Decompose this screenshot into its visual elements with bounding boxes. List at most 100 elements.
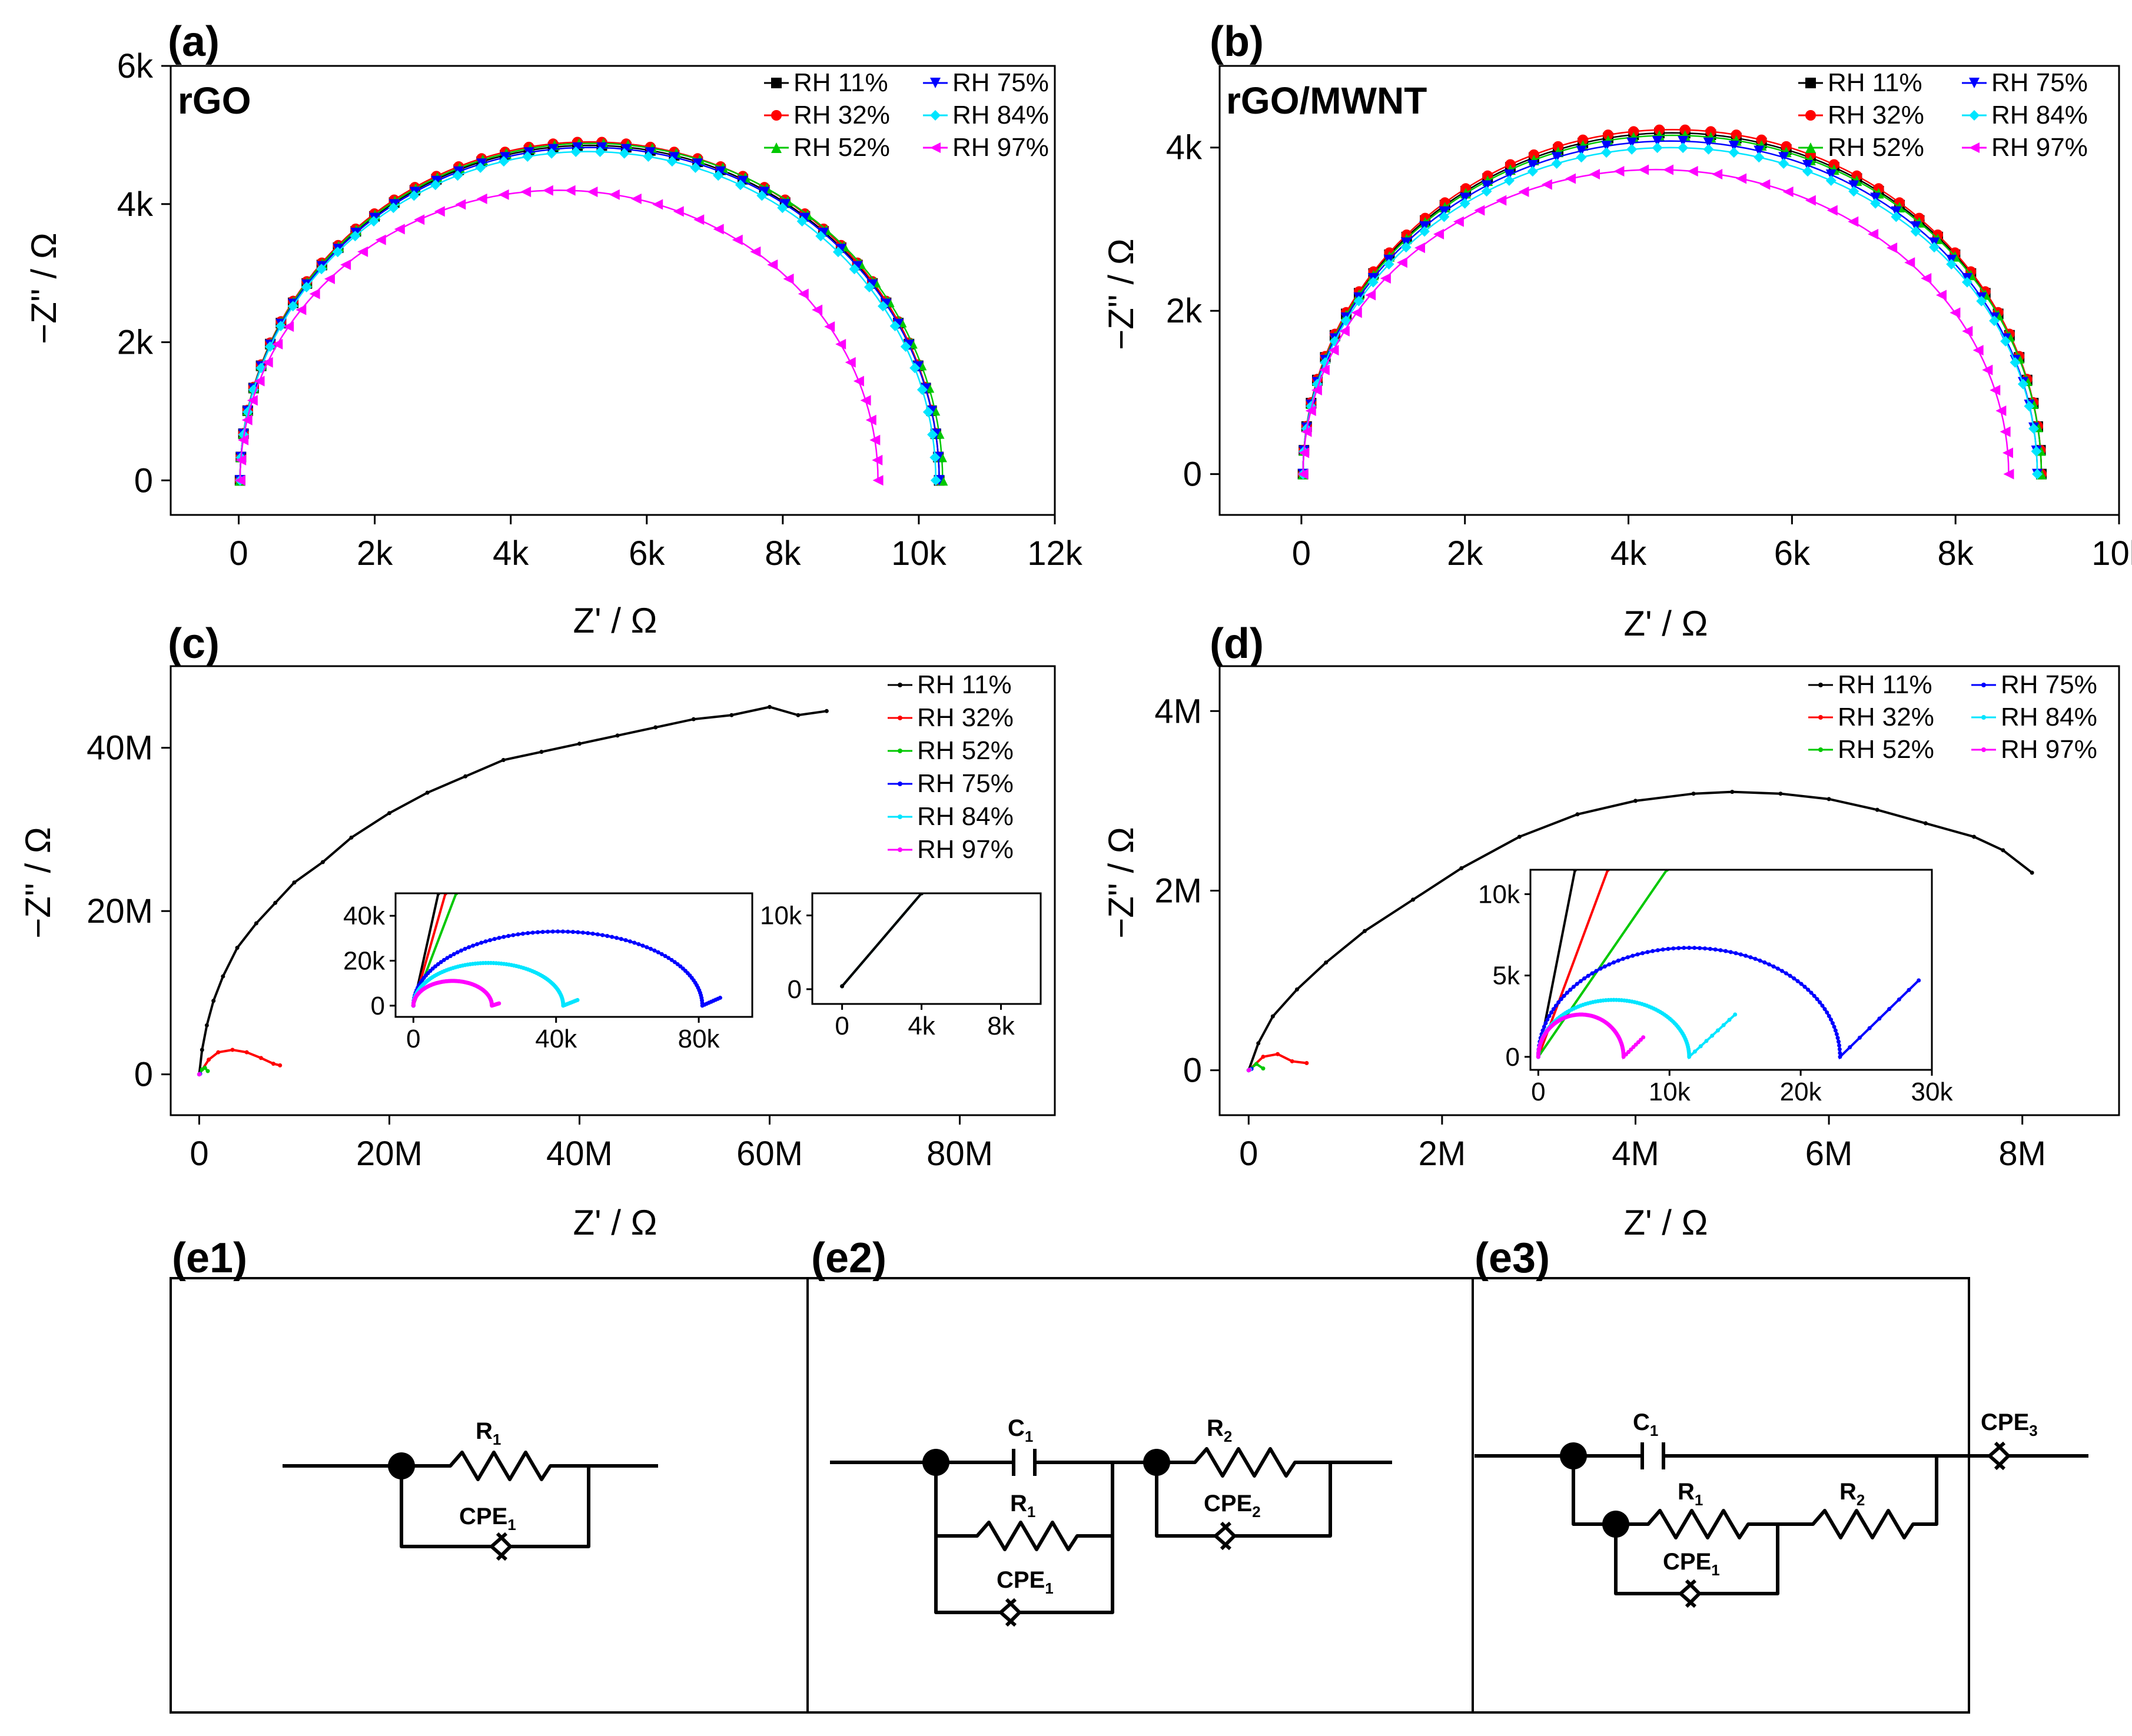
data-point-rh-84 — [1754, 152, 1765, 163]
data-point-rh-84 — [849, 264, 860, 275]
series-line-rh-52 — [1302, 134, 2043, 474]
data-point-rh-97 — [394, 224, 405, 235]
panel-b-xtick-label: 4k — [1610, 534, 1647, 573]
data-point-rh-84 — [1551, 158, 1562, 169]
data-point-rh-75 — [448, 954, 453, 959]
data-point-rh-84 — [1527, 166, 1538, 177]
data-point-rh-84 — [1503, 175, 1515, 186]
data-point-rh-75 — [1626, 137, 1638, 148]
data-point-rh-11 — [539, 750, 544, 754]
label-CPE1-e1: CPE1 — [459, 1504, 516, 1534]
data-point-rh-97 — [1496, 195, 1507, 206]
panel-b-xtick-label: 2k — [1447, 534, 1483, 573]
data-point-rh-32 — [1578, 134, 1589, 145]
circuit-e3: C1 CPE3 R1 R2 CPE1 — [1475, 1409, 2088, 1608]
data-point-rh-84 — [1601, 147, 1612, 158]
legend-marker-rh-32 — [1818, 715, 1823, 720]
data-point-rh-97 — [1868, 228, 1879, 240]
panel-b-xtick-label: 6k — [1774, 534, 1811, 573]
data-point-rh-75 — [1692, 946, 1697, 950]
panel-c-inset-0-xtick-label: 40k — [535, 1025, 577, 1053]
data-point-rh-11 — [273, 900, 278, 905]
data-point-rh-84 — [1733, 1012, 1738, 1017]
data-point-rh-75 — [759, 187, 770, 198]
data-point-rh-84 — [2032, 468, 2043, 480]
data-point-rh-75 — [1758, 958, 1762, 963]
data-point-rh-75 — [1542, 1025, 1546, 1029]
data-point-rh-75 — [1778, 152, 1789, 163]
label-R2-e3: R2 — [1839, 1479, 1865, 1509]
panel-c-inset-1-frame — [811, 892, 1042, 1005]
circuit-panels: (e1) (e2) (e3) R1 CPE1 C1 R2 R1 CPE2 CPE… — [170, 1235, 2088, 1714]
data-point-rh-97 — [1311, 385, 1322, 396]
data-point-rh-97 — [520, 186, 532, 197]
data-point-rh-75 — [502, 934, 506, 939]
data-point-rh-75 — [1635, 952, 1640, 957]
data-point-rh-97 — [1565, 173, 1576, 184]
data-point-rh-97 — [750, 246, 761, 257]
circuit-e1: R1 CPE1 — [283, 1418, 658, 1561]
legend-marker-rh-84 — [1969, 110, 1980, 121]
data-point-rh-75 — [1551, 1007, 1556, 1012]
panel-c-inset-1-background — [812, 893, 1041, 1004]
data-point-rh-75 — [738, 175, 749, 187]
data-point-rh-75 — [1734, 951, 1738, 956]
data-point-rh-75 — [1708, 946, 1712, 951]
panel-a-xtick-label: 4k — [493, 534, 529, 573]
data-point-rh-84 — [1703, 144, 1714, 155]
data-point-rh-97 — [872, 475, 884, 486]
data-point-rh-75 — [506, 934, 511, 939]
panel-c-inset-0-ytick-label: 20k — [343, 947, 386, 976]
data-point-rh-75 — [1703, 137, 1714, 148]
panel-a-ytick-label: 6k — [117, 47, 154, 85]
data-point-rh-84 — [2017, 378, 2028, 390]
data-point-rh-11 — [1827, 797, 1831, 802]
x-axis-title-c: Z' / Ω — [573, 1203, 657, 1242]
data-point-rh-75 — [659, 952, 664, 956]
panel-a-xtick-label: 10k — [891, 534, 947, 573]
panel-a-xtick-label: 8k — [765, 534, 801, 573]
data-point-rh-75 — [1590, 971, 1595, 976]
data-point-rh-75 — [1748, 955, 1753, 960]
data-point-rh-32 — [1528, 149, 1539, 160]
data-point-rh-84 — [929, 452, 941, 463]
data-point-rh-75 — [1655, 948, 1660, 953]
data-point-rh-75 — [1812, 993, 1816, 998]
legend-label-rh-97: RH 97% — [1991, 133, 2088, 162]
series-line-rh-84 — [1302, 147, 2038, 474]
legend-marker-rh-97 — [930, 142, 941, 153]
data-point-rh-97 — [564, 185, 576, 196]
data-point-rh-75 — [1818, 1000, 1822, 1005]
data-point-rh-75 — [1630, 953, 1635, 958]
legend-marker-rh-52 — [1805, 142, 1816, 153]
data-point-rh-97 — [1805, 195, 1816, 206]
data-point-rh-97 — [783, 273, 794, 284]
panel-c-inset-0-frame — [394, 892, 753, 1018]
data-point-rh-97 — [238, 434, 249, 445]
legend-marker-rh-11 — [1818, 683, 1823, 687]
panel-d-xtick-label: 6M — [1805, 1135, 1853, 1173]
data-point-rh-97 — [1782, 186, 1794, 197]
data-point-rh-97 — [340, 259, 351, 270]
panel-b-ytick-label: 4k — [1166, 129, 1203, 167]
data-point-rh-75 — [1682, 946, 1686, 950]
legend-label-rh-11: RH 11% — [917, 670, 1012, 699]
data-point-rh-84 — [1802, 166, 1814, 177]
data-point-rh-75 — [1738, 952, 1743, 957]
data-point-rh-11 — [729, 713, 734, 717]
data-point-rh-97 — [1827, 205, 1838, 216]
data-point-rh-84 — [1976, 295, 1987, 307]
series-line-rh-52 — [239, 142, 944, 481]
series-line-rh-11 — [198, 706, 827, 1075]
data-point-rh-84 — [316, 264, 327, 275]
data-point-rh-84 — [570, 146, 582, 157]
data-point-rh-97 — [455, 199, 466, 210]
data-point-rh-75 — [595, 932, 600, 937]
data-point-rh-75 — [652, 948, 657, 953]
panel-c-inset-0-ytick-label: 0 — [371, 992, 385, 1020]
data-point-rh-97 — [241, 414, 253, 425]
data-point-rh-84 — [1626, 144, 1638, 155]
panel-title-a: rGO — [178, 79, 251, 122]
data-point-rh-75 — [1838, 1055, 1842, 1059]
data-point-rh-11 — [387, 811, 391, 816]
